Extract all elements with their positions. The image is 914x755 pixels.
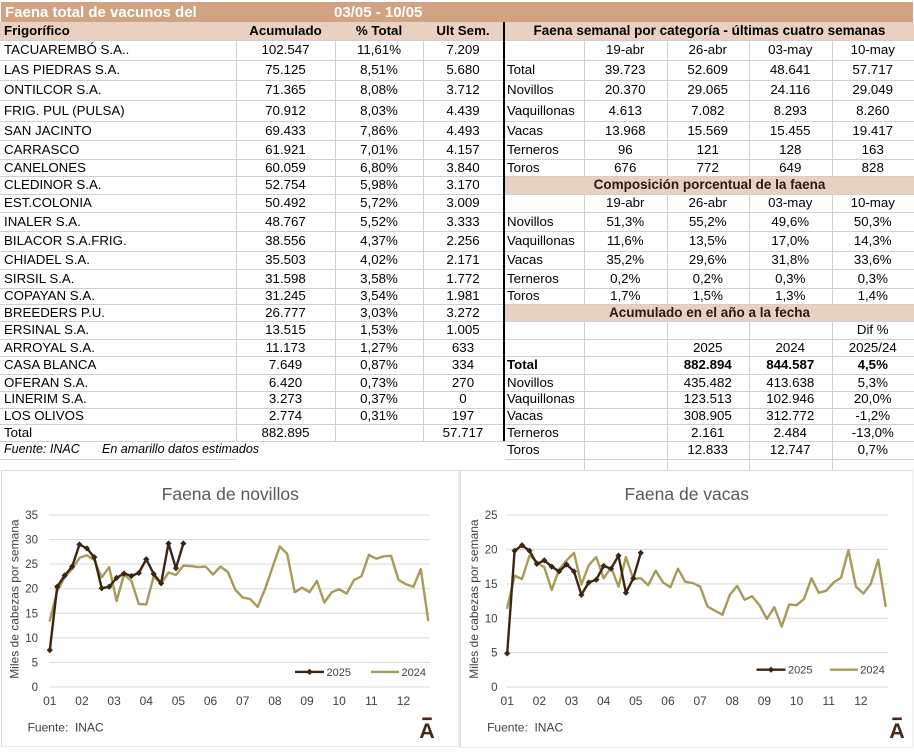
svg-text:03: 03	[564, 694, 578, 708]
svg-text:2025: 2025	[788, 664, 812, 676]
svg-text:12: 12	[397, 694, 411, 708]
svg-text:10: 10	[789, 694, 803, 708]
svg-text:04: 04	[596, 694, 610, 708]
svg-text:Faena de vacas: Faena de vacas	[624, 484, 749, 504]
svg-text:11: 11	[365, 694, 378, 708]
svg-text:10: 10	[484, 613, 497, 625]
svg-text:2024: 2024	[402, 666, 426, 678]
svg-text:09: 09	[757, 694, 771, 708]
svg-text:0: 0	[491, 682, 497, 694]
svg-text:5: 5	[491, 647, 497, 659]
svg-text:02: 02	[75, 694, 89, 708]
svg-text:06: 06	[661, 694, 675, 708]
svg-text:30: 30	[25, 534, 38, 546]
svg-text:10: 10	[25, 632, 38, 644]
svg-text:09: 09	[300, 694, 314, 708]
svg-text:Faena de novillos: Faena de novillos	[162, 484, 299, 504]
svg-text:07: 07	[693, 694, 707, 708]
svg-text:A: A	[419, 719, 435, 743]
svg-text:25: 25	[484, 509, 497, 521]
svg-text:05: 05	[172, 694, 186, 708]
svg-text:5: 5	[32, 657, 38, 669]
svg-text:Fuente: INAC: Fuente: INAC	[487, 720, 563, 734]
svg-text:11: 11	[822, 694, 835, 708]
svg-text:05: 05	[629, 694, 643, 708]
svg-text:04: 04	[140, 694, 154, 708]
svg-text:01: 01	[500, 694, 514, 708]
svg-text:2024: 2024	[860, 664, 884, 676]
svg-text:25: 25	[25, 559, 38, 571]
svg-text:15: 15	[484, 578, 497, 590]
svg-text:08: 08	[725, 694, 739, 708]
svg-text:Fuente: INAC: Fuente: INAC	[28, 720, 104, 734]
svg-text:15: 15	[25, 608, 38, 620]
svg-text:2025: 2025	[327, 666, 351, 678]
svg-text:20: 20	[484, 544, 497, 556]
svg-text:35: 35	[25, 510, 38, 522]
svg-text:01: 01	[43, 694, 57, 708]
svg-text:Miles de cabezas por semana: Miles de cabezas por semana	[8, 519, 22, 679]
svg-text:02: 02	[532, 694, 546, 708]
svg-text:Miles de cabezas por semana: Miles de cabezas por semana	[466, 519, 480, 679]
svg-text:10: 10	[333, 694, 347, 708]
svg-text:07: 07	[236, 694, 250, 708]
svg-text:08: 08	[268, 694, 282, 708]
svg-text:0: 0	[32, 682, 38, 694]
svg-text:06: 06	[204, 694, 218, 708]
svg-text:A: A	[889, 719, 905, 743]
svg-text:20: 20	[25, 583, 38, 595]
svg-text:03: 03	[107, 694, 121, 708]
svg-text:12: 12	[854, 694, 868, 708]
